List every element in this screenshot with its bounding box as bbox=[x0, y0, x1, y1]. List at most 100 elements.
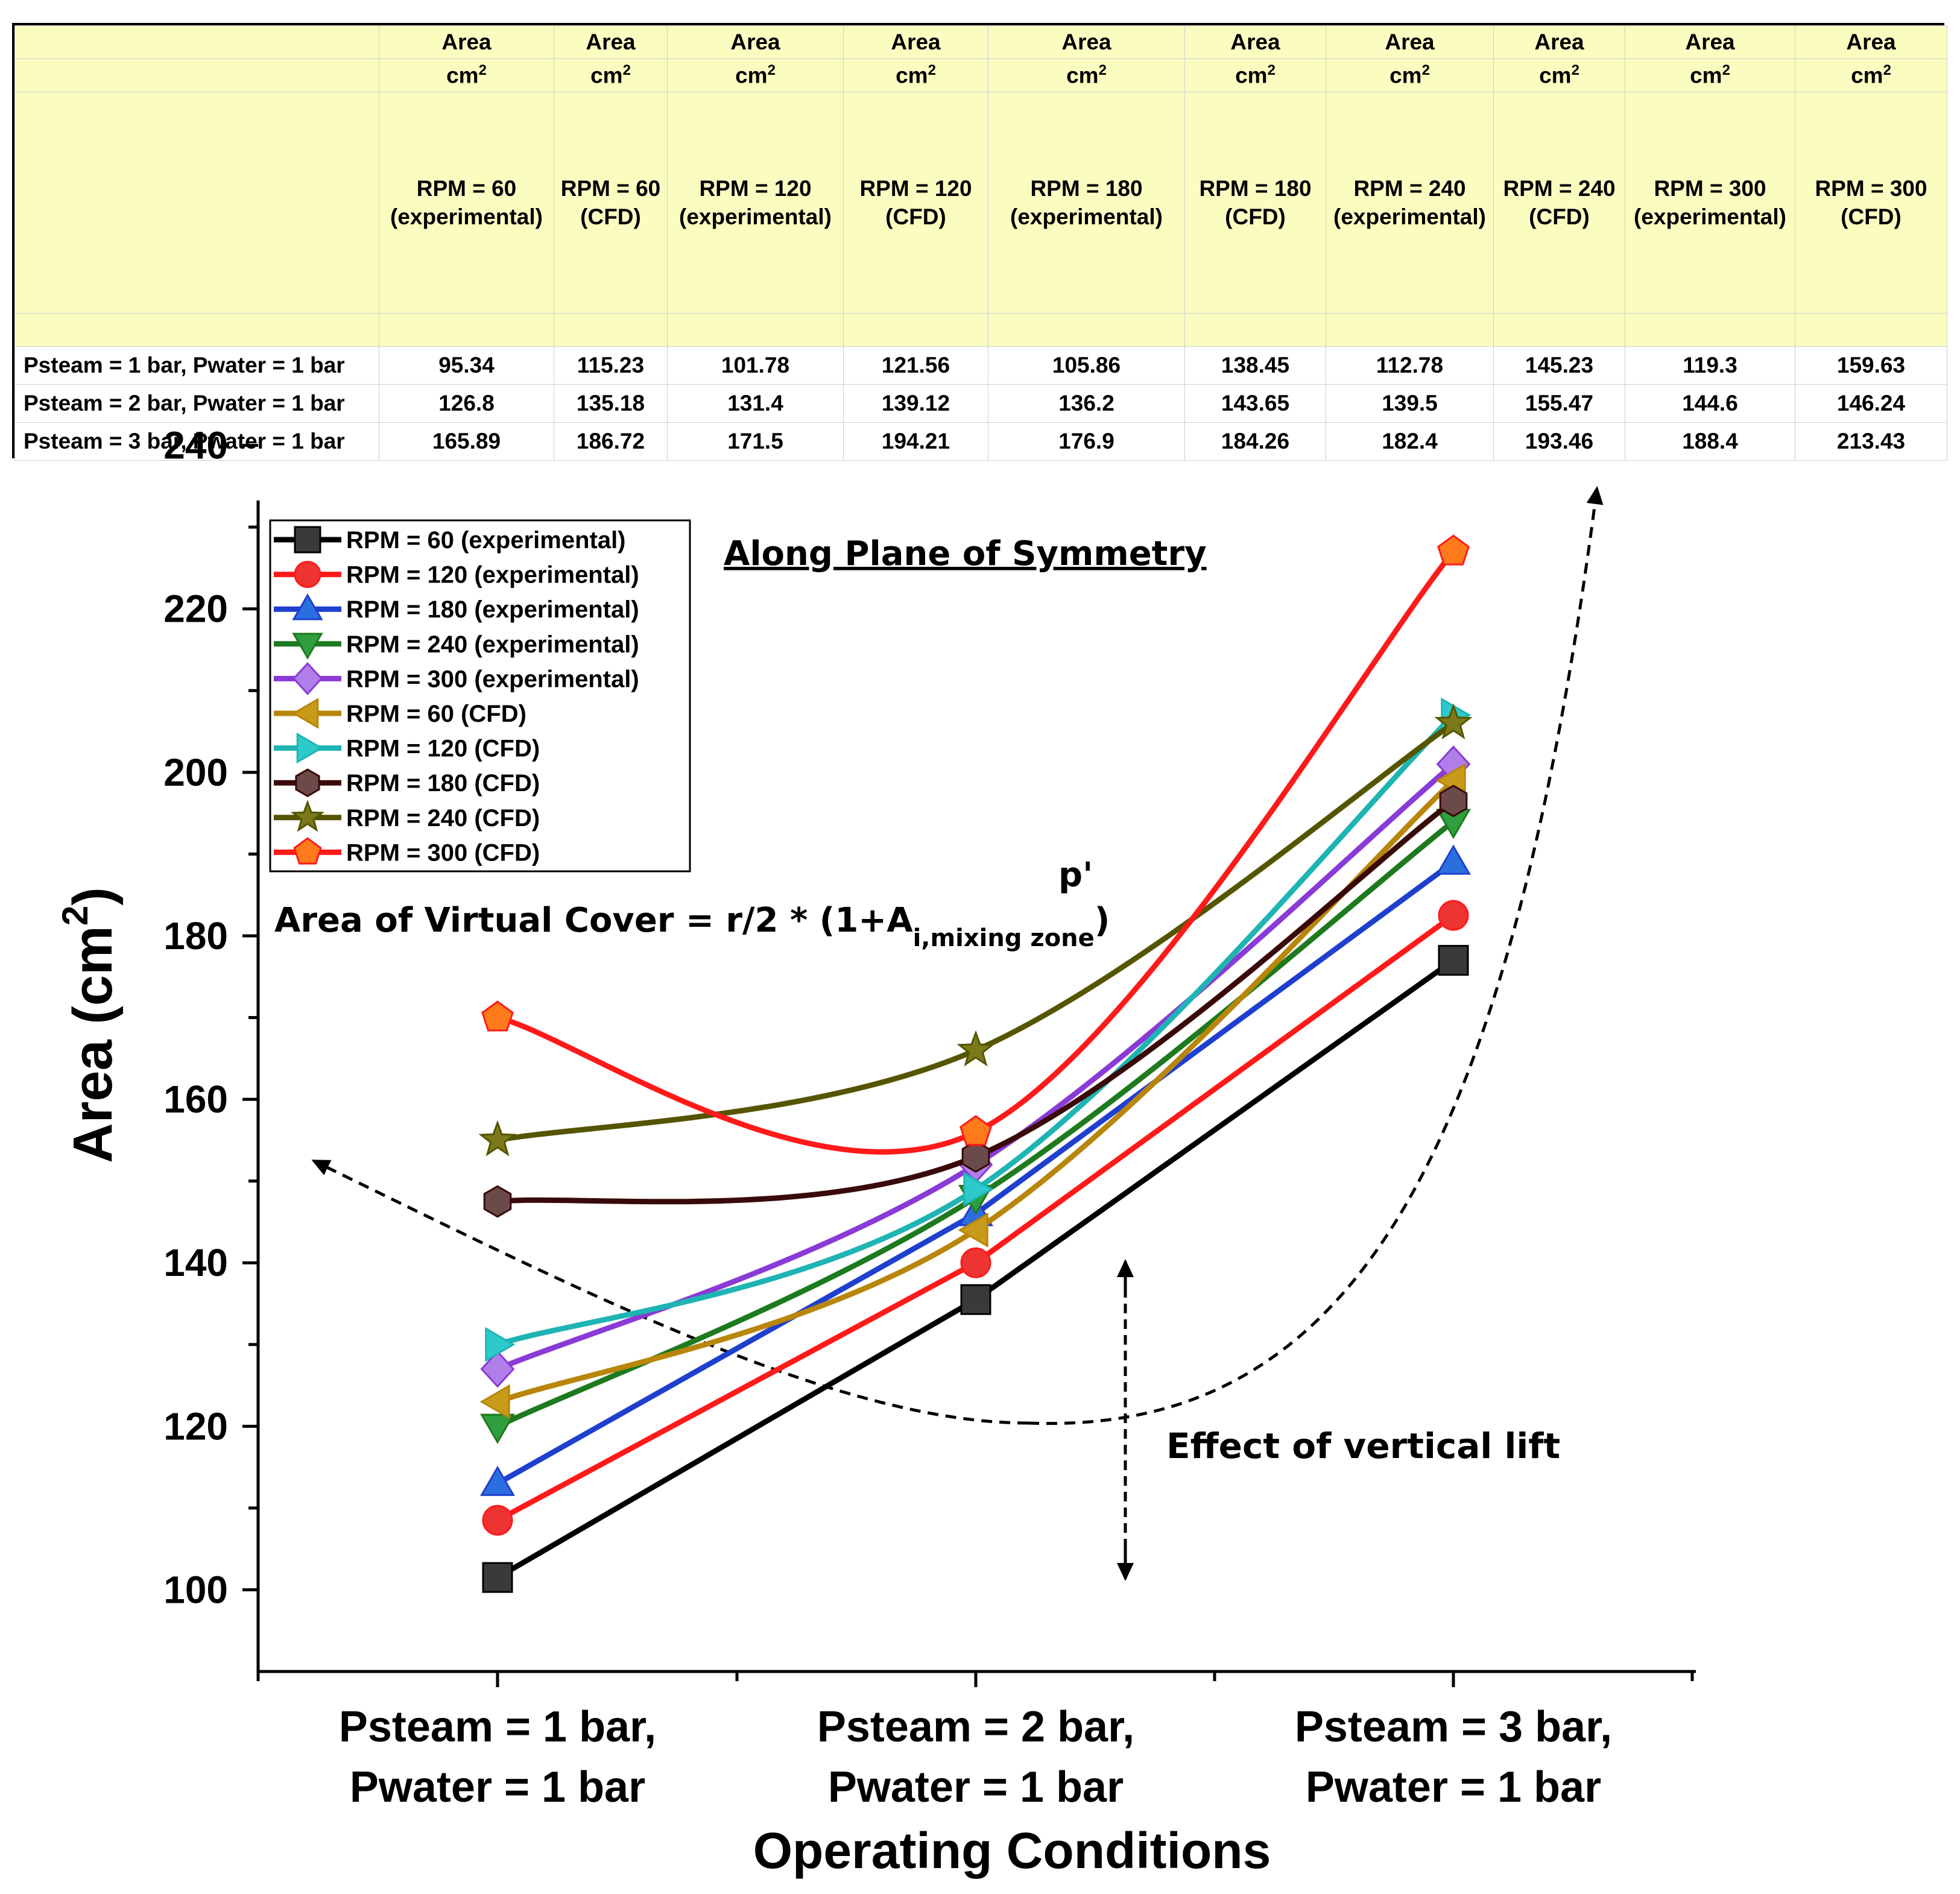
header-area: Area bbox=[843, 25, 988, 59]
table-cell: 194.21 bbox=[843, 422, 988, 461]
legend-label: RPM = 60 (CFD) bbox=[346, 701, 526, 727]
header-row-spacer bbox=[14, 313, 1947, 347]
vertical-lift-label: Effect of vertical lift bbox=[1166, 1425, 1560, 1466]
unit-exponent: 2 bbox=[1571, 62, 1579, 79]
header-spacer-cell bbox=[1493, 313, 1625, 347]
unit-exponent: 2 bbox=[1421, 62, 1430, 79]
data-table-panel: Area Area Area Area Area Area Area Area Area Area… bbox=[12, 23, 1947, 461]
table-cell: 186.72 bbox=[554, 422, 668, 461]
header-row-unit: cm2 cm2 cm2 cm2 cm2 cm2 cm2 cm2 cm2 cm2 bbox=[14, 58, 1947, 92]
data-point bbox=[958, 1212, 988, 1248]
unit-base: cm bbox=[1539, 63, 1572, 88]
header-area: Area bbox=[1795, 25, 1947, 59]
curved-trend-arrow-right bbox=[1028, 486, 1604, 1425]
unit-exponent: 2 bbox=[1267, 62, 1276, 79]
x-tick-label: Pwater = 1 bar bbox=[350, 1763, 645, 1811]
data-point bbox=[479, 1413, 516, 1444]
header-rpm-value: RPM = 60 bbox=[416, 176, 517, 201]
legend-item: RPM = 180 (CFD) bbox=[274, 768, 540, 797]
header-area: Area bbox=[1184, 25, 1326, 59]
y-tick-label: 200 bbox=[163, 751, 228, 794]
table-cell: 138.45 bbox=[1184, 346, 1326, 385]
legend-swatch-marker bbox=[292, 593, 323, 620]
header-spacer-cell bbox=[1326, 313, 1494, 347]
table-cell: 139.5 bbox=[1326, 384, 1494, 423]
data-point bbox=[483, 1185, 512, 1218]
header-spacer-cell bbox=[843, 313, 988, 347]
unit-base: cm bbox=[446, 63, 479, 88]
header-spacer-cell bbox=[1625, 313, 1795, 347]
legend-item: RPM = 300 (experimental) bbox=[274, 661, 639, 695]
header-rpm: RPM = 180 (experimental) bbox=[988, 92, 1185, 314]
header-spacer-cell bbox=[988, 313, 1185, 347]
x-tick-label: Psteam = 1 bar, bbox=[339, 1703, 656, 1751]
header-area: Area bbox=[1326, 25, 1494, 59]
header-rpm: RPM = 120 (CFD) bbox=[843, 92, 988, 314]
table-cell: 105.86 bbox=[988, 346, 1185, 385]
legend: RPM = 60 (experimental) RPM = 120 (experi… bbox=[269, 519, 691, 873]
table-cell: 213.43 bbox=[1795, 422, 1947, 461]
unit-exponent: 2 bbox=[928, 62, 936, 79]
header-method: (experimental) bbox=[1634, 204, 1786, 229]
legend-item: RPM = 240 (experimental) bbox=[274, 631, 639, 660]
header-rpm: RPM = 240 (experimental) bbox=[1326, 92, 1494, 314]
table-cell: 136.2 bbox=[988, 384, 1185, 423]
data-point bbox=[485, 1327, 516, 1362]
data-point bbox=[1439, 784, 1468, 818]
legend-item: RPM = 120 (experimental) bbox=[274, 561, 639, 589]
table-cell: 193.46 bbox=[1493, 422, 1625, 461]
header-area: Area bbox=[667, 25, 844, 59]
table-cell: 182.4 bbox=[1326, 422, 1494, 461]
legend-swatch-marker bbox=[294, 561, 321, 589]
header-rpm-value: RPM = 300 bbox=[1815, 176, 1927, 201]
y-axis-label-close: ) bbox=[62, 887, 124, 906]
x-tick-label: Pwater = 1 bar bbox=[828, 1763, 1124, 1811]
legend-swatch-marker bbox=[292, 661, 323, 695]
formula-subscript: i,mixing zone bbox=[913, 924, 1095, 952]
data-point bbox=[479, 1465, 516, 1496]
header-method: (CFD) bbox=[580, 204, 641, 229]
data-point bbox=[1435, 844, 1472, 875]
table-cell: 95.34 bbox=[379, 346, 554, 385]
header-rpm-value: RPM = 120 bbox=[699, 176, 812, 201]
y-tick-label: 240 bbox=[163, 424, 228, 467]
table-cell: 171.5 bbox=[667, 422, 844, 461]
legend-label: RPM = 180 (CFD) bbox=[346, 770, 540, 797]
header-unit: cm2 bbox=[988, 58, 1185, 92]
header-unit: cm2 bbox=[843, 58, 988, 92]
unit-base: cm bbox=[1235, 63, 1268, 88]
legend-label: RPM = 120 (CFD) bbox=[346, 736, 540, 762]
unit-exponent: 2 bbox=[1098, 62, 1107, 79]
series-1 bbox=[482, 900, 1469, 1536]
unit-base: cm bbox=[896, 63, 928, 88]
header-method: (experimental) bbox=[1010, 204, 1163, 229]
header-unit: cm2 bbox=[1326, 58, 1494, 92]
data-point bbox=[960, 1247, 991, 1278]
header-method: (CFD) bbox=[1225, 204, 1286, 229]
table-cell: 159.63 bbox=[1795, 346, 1947, 385]
header-area: Area bbox=[554, 25, 668, 59]
table-cell: 131.4 bbox=[667, 384, 844, 423]
table-row: Psteam = 3 bar, Pwater = 1 bar 165.89 186.… bbox=[14, 422, 1947, 461]
header-unit: cm2 bbox=[667, 58, 844, 92]
header-rpm-value: RPM = 240 bbox=[1503, 176, 1616, 201]
table-cell: 188.4 bbox=[1625, 422, 1795, 461]
table-cell: 126.8 bbox=[379, 384, 554, 423]
header-rpm: RPM = 300 (CFD) bbox=[1795, 92, 1947, 314]
data-point bbox=[482, 1504, 513, 1536]
data-point bbox=[959, 1115, 992, 1146]
unit-exponent: 2 bbox=[1722, 62, 1730, 79]
header-area: Area bbox=[1493, 25, 1625, 59]
header-rpm: RPM = 180 (CFD) bbox=[1184, 92, 1326, 314]
header-unit: cm2 bbox=[379, 58, 554, 92]
legend-item: RPM = 180 (experimental) bbox=[274, 593, 639, 623]
unit-base: cm bbox=[1389, 63, 1422, 88]
unit-base: cm bbox=[590, 63, 623, 88]
legend-box bbox=[269, 519, 691, 873]
header-method: (experimental) bbox=[390, 204, 543, 229]
unit-base: cm bbox=[735, 63, 768, 88]
x-tick-label: Psteam = 3 bar, bbox=[1295, 1703, 1612, 1751]
y-axis-label-text: Area (cm bbox=[62, 926, 124, 1163]
data-table: Area Area Area Area Area Area Area Area Area Area… bbox=[14, 25, 1947, 461]
header-unit: cm2 bbox=[1625, 58, 1795, 92]
